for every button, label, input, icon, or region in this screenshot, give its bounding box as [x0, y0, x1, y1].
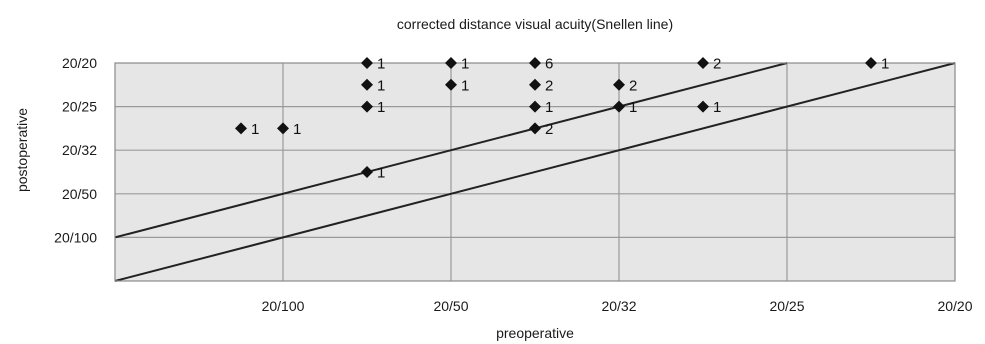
- x-axis-label: preoperative: [496, 325, 574, 341]
- data-point-label: 1: [881, 56, 889, 73]
- data-point-marker: [529, 100, 541, 113]
- y-axis-label: postoperative: [14, 108, 30, 192]
- data-point-group: 1: [613, 99, 637, 116]
- data-point-label: 2: [545, 121, 553, 138]
- y-tick-label: 20/100: [54, 229, 97, 245]
- data-point-marker: [361, 78, 373, 91]
- data-point-marker: [697, 57, 709, 69]
- data-point-group: 2: [613, 77, 637, 94]
- y-tick-label: 20/25: [62, 99, 97, 115]
- grid-lines: [115, 63, 955, 281]
- data-point-marker: [361, 100, 373, 113]
- data-point-label: 1: [377, 77, 385, 94]
- data-point-group: 1: [235, 121, 259, 138]
- y-tick-label: 20/20: [62, 55, 97, 71]
- data-point-group: 1: [361, 56, 385, 73]
- data-point-label: 1: [377, 56, 385, 73]
- y-tick-label: 20/50: [62, 186, 97, 202]
- data-point-group: 1: [865, 56, 889, 73]
- data-point-label: 1: [545, 99, 553, 116]
- data-point-marker: [277, 122, 289, 135]
- reference-lines: [114, 62, 956, 282]
- data-point-label: 1: [461, 56, 469, 73]
- data-point-label: 1: [251, 121, 259, 138]
- data-point-group: 1: [445, 56, 469, 73]
- data-point-label: 1: [377, 99, 385, 116]
- data-point-group: 1: [529, 99, 553, 116]
- data-point-group: 2: [529, 121, 553, 138]
- data-point-group: 2: [529, 77, 553, 94]
- chart-title: corrected distance visual acuity(Snellen…: [397, 16, 673, 32]
- x-tick-label: 20/32: [601, 298, 636, 314]
- x-tick-label: 20/50: [433, 298, 468, 314]
- reference-line-1: [114, 62, 956, 282]
- reference-line-2: [114, 62, 788, 239]
- data-point-label: 6: [545, 56, 553, 73]
- data-point-marker: [445, 57, 457, 69]
- data-point-label: 2: [713, 56, 721, 73]
- data-point-group: 1: [697, 99, 721, 116]
- data-point-label: 2: [629, 77, 637, 94]
- data-point-label: 1: [713, 99, 721, 116]
- data-point-label: 1: [377, 165, 385, 182]
- data-point-marker: [613, 100, 625, 113]
- data-point-marker: [529, 57, 541, 69]
- data-point-group: 6: [529, 56, 553, 73]
- data-point-marker: [529, 122, 541, 135]
- x-tick-label: 20/20: [937, 298, 972, 314]
- data-point-label: 1: [461, 77, 469, 94]
- data-point-marker: [865, 57, 877, 69]
- data-point-group: 1: [277, 121, 301, 138]
- x-tick-labels: 20/100 20/50 20/32 20/25 20/20: [262, 298, 973, 314]
- data-point-marker: [613, 78, 625, 91]
- y-tick-label: 20/32: [62, 142, 97, 158]
- x-tick-label: 20/100: [262, 298, 305, 314]
- data-point-marker: [361, 57, 373, 69]
- data-point-group: 1: [361, 77, 385, 94]
- y-tick-labels: 20/20 20/25 20/32 20/50 20/100: [54, 55, 97, 245]
- data-point-group: 1: [361, 99, 385, 116]
- data-point-label: 2: [545, 77, 553, 94]
- data-point-label: 1: [293, 121, 301, 138]
- data-points: 1 1 1 1 1 1 1 1 6 2 1 2 2 1 2 1 1: [235, 56, 889, 182]
- data-point-marker: [445, 78, 457, 91]
- data-point-group: 2: [697, 56, 721, 73]
- data-point-marker: [235, 122, 247, 135]
- data-point-marker: [361, 166, 373, 178]
- data-point-marker: [529, 78, 541, 91]
- data-point-group: 1: [361, 165, 385, 182]
- data-point-group: 1: [445, 77, 469, 94]
- data-point-marker: [697, 100, 709, 113]
- x-tick-label: 20/25: [769, 298, 804, 314]
- data-point-label: 1: [629, 99, 637, 116]
